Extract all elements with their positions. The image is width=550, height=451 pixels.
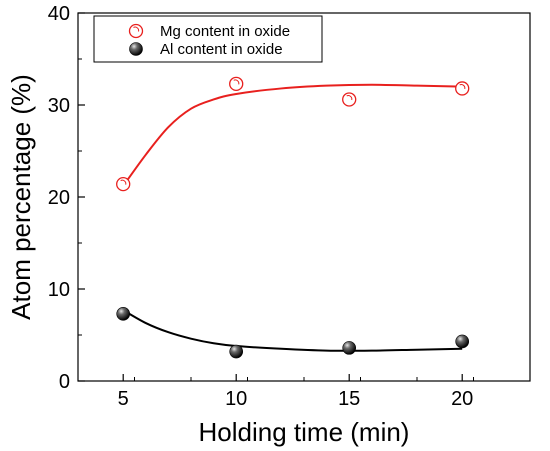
- y-tick-label-20: 20: [48, 187, 70, 209]
- al-point-10: [229, 344, 243, 359]
- tick-labels: 5 10 15 20 0 10 20 30 40: [48, 3, 474, 410]
- mg-point-5: [116, 176, 131, 192]
- al-fit-curve: [122, 309, 463, 352]
- y-tick-label-40: 40: [48, 3, 70, 25]
- plot-area-border: [77, 12, 531, 382]
- legend-marker-mg: [128, 23, 144, 39]
- mg-point-15: [342, 92, 357, 107]
- x-axis-title: Holding time (min): [199, 417, 410, 447]
- mg-point-10: [229, 76, 244, 91]
- al-point-5: [116, 307, 130, 321]
- data-points: [116, 76, 470, 359]
- legend-label-mg: Mg content in oxide: [160, 23, 290, 40]
- al-point-20: [455, 334, 470, 349]
- mg-fit-curve: [122, 83, 463, 187]
- y-axis-title: Atom percentage (%): [6, 74, 36, 320]
- x-tick-label-5: 5: [118, 388, 129, 410]
- y-tick-label-30: 30: [48, 95, 70, 117]
- fit-curves: [122, 83, 463, 352]
- legend-label-al: Al content in oxide: [160, 41, 283, 58]
- x-tick-label-15: 15: [338, 388, 360, 410]
- y-tick-label-10: 10: [48, 279, 70, 301]
- legend-marker-al: [129, 42, 143, 56]
- mg-point-20: [455, 81, 470, 96]
- x-tick-label-20: 20: [451, 388, 473, 410]
- al-point-15: [342, 341, 357, 355]
- plot-frame: [77, 12, 531, 382]
- axis-ticks: [78, 12, 474, 382]
- x-tick-label-10: 10: [225, 388, 247, 410]
- y-tick-label-0: 0: [59, 371, 70, 393]
